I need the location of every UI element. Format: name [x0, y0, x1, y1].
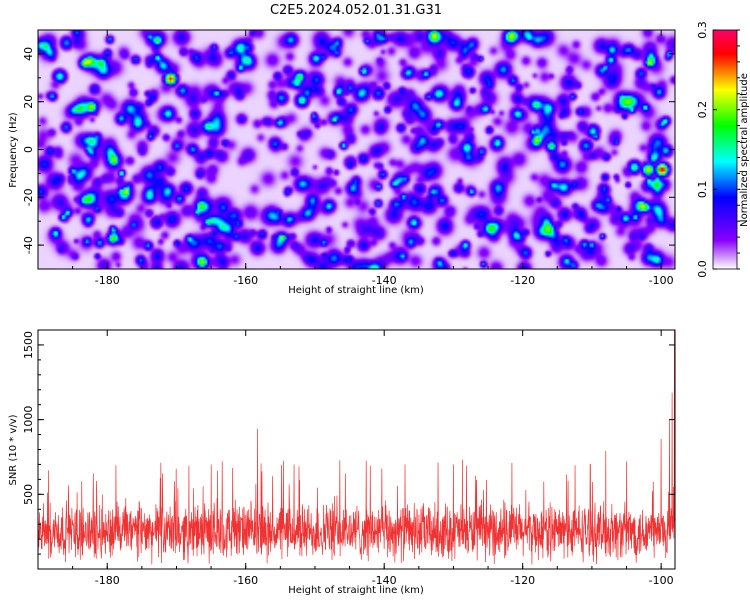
- y-tick-label: -40: [22, 236, 35, 254]
- snr-series-line: [37, 329, 676, 565]
- snr-axes: -180 -160 -140 -120 -100 500 1000 1500: [22, 329, 675, 587]
- colorbar-tick-label: 0.3: [696, 21, 709, 39]
- x-tick-label: -120: [510, 274, 535, 287]
- spectrogram-ylabel: Frequency (Hz): [8, 112, 19, 188]
- x-tick-label: -100: [649, 274, 674, 287]
- x-tick-label: -160: [233, 274, 258, 287]
- y-tick-label: 20: [22, 95, 35, 109]
- x-tick-label: -140: [372, 274, 397, 287]
- chart-title: C2E5.2024.052.01.31.G31: [270, 3, 442, 18]
- snr-panel: -180 -160 -140 -120 -100 500 1000 1500 Height o…: [8, 329, 676, 596]
- snr-ylabel: SNR (10 * v/v): [8, 414, 19, 485]
- y-tick-label: 1000: [22, 406, 35, 434]
- spectrogram-heatmap: [38, 30, 675, 269]
- x-tick-label: -140: [372, 574, 397, 587]
- y-tick-label: -20: [22, 188, 35, 206]
- x-tick-label: -160: [233, 574, 258, 587]
- colorbar-tick-label: 0.0: [696, 260, 709, 278]
- colorbar-frame: [712, 29, 738, 270]
- spectrogram-panel: -180 -160 -140 -120 -100 -40 -20 0 20 40 Height o…: [8, 29, 676, 296]
- colorbar-tick-label: 0.2: [696, 101, 709, 119]
- y-tick-label: 40: [22, 47, 35, 61]
- x-tick-label: -100: [649, 574, 674, 587]
- snr-xlabel: Height of straight line (km): [288, 585, 424, 596]
- spectrogram-axes: -180 -160 -140 -120 -100 -40 -20 0 20 40: [22, 29, 675, 287]
- y-tick-label: 1500: [22, 331, 35, 359]
- x-tick-label: -180: [95, 274, 120, 287]
- colorbar: 0.0 0.1 0.2 0.3 Normalized spectral amplitu…: [696, 21, 750, 278]
- y-tick-label: 0: [22, 146, 35, 153]
- colorbar-label: Normalized spectral amplitude: [739, 73, 750, 227]
- colorbar-tick-label: 0.1: [696, 181, 709, 199]
- colorbar-ticks: 0.0 0.1 0.2 0.3: [696, 21, 740, 278]
- y-tick-label: 500: [22, 484, 35, 505]
- colorbar-gradient: [713, 30, 737, 269]
- spectrogram-xlabel: Height of straight line (km): [288, 285, 424, 296]
- x-tick-label: -180: [95, 574, 120, 587]
- x-tick-label: -120: [510, 574, 535, 587]
